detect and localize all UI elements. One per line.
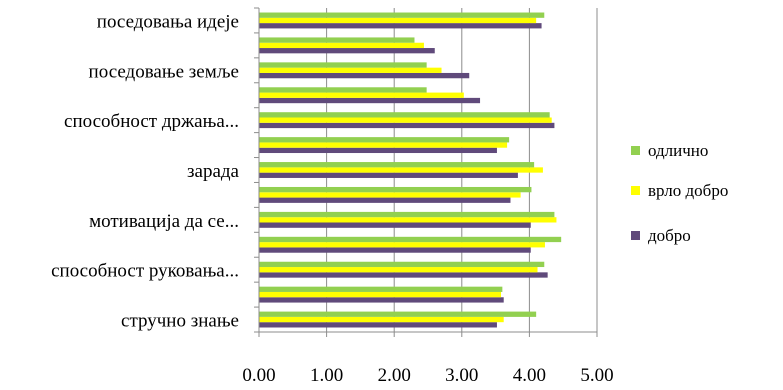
bar-врло-добро: [259, 316, 504, 323]
legend-label: добро: [648, 226, 691, 245]
bar-одлично: [259, 286, 503, 292]
x-tick-label: 1.00: [310, 365, 343, 385]
bar-добро: [259, 272, 548, 278]
bar-добро: [259, 297, 504, 303]
bar-одлично: [259, 62, 427, 68]
x-tick-label: 5.00: [580, 365, 613, 385]
x-tick-label: 2.00: [378, 365, 411, 385]
category-label: способност руковања...: [51, 261, 239, 282]
bar-добро: [259, 48, 435, 54]
category-label: зарада: [187, 161, 240, 182]
x-tick-label: 4.00: [513, 365, 546, 385]
bar-врло-добро: [259, 92, 464, 98]
bar-одлично: [259, 37, 415, 43]
bar-одлично: [259, 162, 535, 168]
bar-врло-добро: [259, 67, 442, 73]
category-labels: стручно знање способност руковања... мотив…: [51, 11, 239, 331]
bar-добро: [259, 222, 531, 228]
bar-одлично: [259, 236, 562, 243]
tick-labels: 0.00 1.00 2.00 3.00 4.00 5.00: [242, 365, 613, 386]
bar-добро: [259, 23, 542, 29]
bar-врло-добро: [259, 242, 545, 248]
bar-врло-добро: [259, 267, 538, 273]
bar-одлично: [259, 112, 550, 118]
bar-врло-добро: [259, 117, 552, 123]
bar-добро: [259, 172, 518, 178]
bar-добро: [259, 72, 470, 79]
category-label: поседовања идеје: [97, 11, 239, 32]
bar-одлично: [259, 186, 532, 193]
bar-добро: [259, 122, 555, 129]
legend-label: врло добро: [648, 181, 728, 200]
bar-врло-добро: [259, 142, 508, 148]
bar-врло-добро: [259, 217, 557, 223]
x-tick-label: 3.00: [445, 365, 478, 385]
category-label: поседовање земље: [89, 61, 239, 82]
bar-одлично: [259, 261, 545, 268]
bar-одлично: [259, 311, 537, 317]
legend-swatch: [631, 186, 640, 195]
legend-swatch: [631, 146, 640, 155]
bar-добро: [259, 97, 481, 104]
bar-добро: [259, 147, 497, 154]
category-label: мотивација да се...: [89, 211, 239, 232]
bar-одлично: [259, 211, 555, 218]
legend-label: одлично: [648, 141, 708, 160]
bar-одлично: [259, 137, 510, 143]
bar-врло-добро: [259, 42, 424, 49]
category-label: способност држања...: [64, 111, 239, 132]
bar-добро: [259, 247, 531, 253]
bar-врло-добро: [259, 291, 502, 298]
category-label: стручно знање: [121, 311, 239, 332]
bar-одлично: [259, 12, 545, 18]
legend: одлично врло добро добро: [631, 141, 728, 245]
bar-врло-добро: [259, 167, 543, 173]
bar-одлично: [259, 87, 427, 93]
x-tick-label: 0.00: [242, 365, 275, 385]
bar-врло-добро: [259, 192, 521, 198]
bar-добро: [259, 322, 497, 328]
legend-swatch: [631, 231, 640, 240]
bar-добро: [259, 197, 511, 203]
axes: [254, 7, 598, 337]
bar-врло-добро: [259, 17, 537, 24]
bars: [259, 12, 562, 328]
